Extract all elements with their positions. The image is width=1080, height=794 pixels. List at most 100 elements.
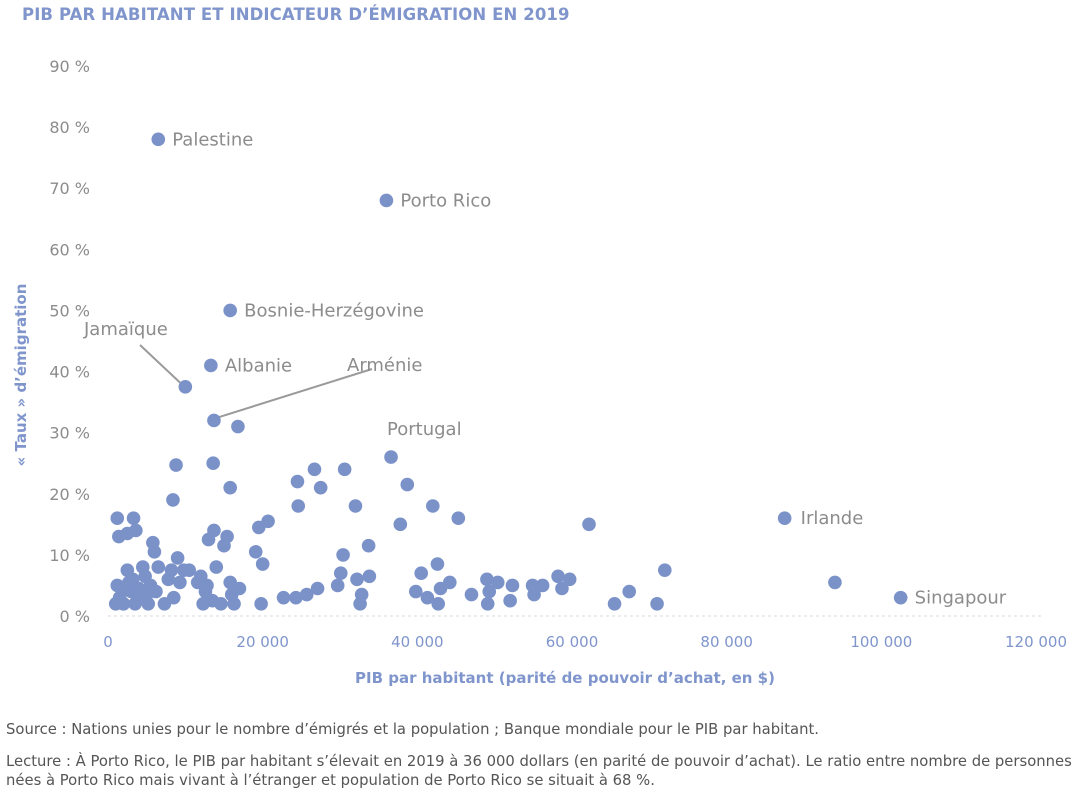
- data-point: [420, 590, 435, 605]
- data-point: [209, 560, 224, 574]
- data-point: [307, 462, 322, 477]
- data-point: [607, 596, 622, 611]
- data-point: [147, 545, 162, 559]
- data-point: [482, 584, 497, 599]
- data-label: Singapour: [915, 588, 1007, 609]
- y-tick-label: 30 %: [49, 424, 90, 443]
- data-point: [490, 575, 505, 590]
- data-point: [227, 596, 241, 611]
- data-point: [408, 584, 423, 599]
- data-point: [505, 578, 520, 593]
- data-point: [182, 563, 196, 577]
- y-tick-label: 10 %: [49, 546, 90, 565]
- data-point: [255, 557, 270, 571]
- data-point-labeled: [151, 132, 166, 147]
- data-point-labeled: [207, 413, 221, 428]
- data-point: [361, 538, 376, 553]
- data-label: Arménie: [347, 355, 423, 376]
- data-label: Albanie: [225, 355, 292, 376]
- data-point: [354, 587, 369, 602]
- data-point: [426, 499, 440, 513]
- data-point: [291, 499, 306, 513]
- data-point: [333, 566, 348, 581]
- data-point: [503, 593, 517, 608]
- data-point: [126, 511, 141, 526]
- y-tick-label: 20 %: [49, 485, 90, 504]
- data-point: [116, 596, 131, 611]
- y-axis-label: « Taux » d’émigration: [12, 284, 30, 467]
- data-point: [464, 587, 479, 602]
- data-point: [130, 587, 145, 602]
- data-point-labeled: [777, 511, 792, 526]
- y-tick-label: 90 %: [49, 57, 90, 76]
- data-point: [527, 587, 541, 602]
- scatter-plot: 0 % 10 % 20 % 30 % 40 % 50 % 60 % 70 % 80 % 90 % 0…: [12, 57, 1067, 687]
- data-point: [169, 458, 183, 472]
- data-point-labeled: [204, 358, 218, 373]
- data-point: [141, 596, 156, 611]
- data-point: [149, 584, 163, 599]
- y-tick-label: 80 %: [49, 118, 90, 137]
- data-point: [276, 590, 291, 605]
- y-tick-label: 50 %: [49, 301, 90, 320]
- data-label: Portugal: [387, 419, 462, 440]
- data-point: [650, 596, 664, 611]
- chart-title: PIB PAR HABITANT ET INDICATEUR D’ÉMIGRAT…: [22, 5, 570, 24]
- leader-line: [139, 344, 183, 385]
- data-point: [480, 572, 494, 587]
- data-point: [350, 572, 364, 587]
- data-point: [562, 572, 577, 587]
- data-point: [220, 529, 234, 544]
- data-label: Irlande: [801, 508, 864, 529]
- data-point: [232, 581, 247, 596]
- data-point: [310, 581, 325, 596]
- x-tick-label: 100 000: [850, 633, 912, 651]
- data-point: [362, 569, 377, 584]
- data-point: [261, 514, 275, 529]
- data-point: [118, 581, 132, 596]
- data-point: [330, 578, 345, 593]
- data-point: [551, 569, 565, 584]
- y-tick-label: 0 %: [60, 607, 90, 626]
- data-point: [535, 578, 550, 593]
- data-label: Jamaïque: [83, 319, 168, 340]
- data-point: [431, 596, 446, 611]
- data-point: [290, 474, 305, 489]
- source-note: Source : Nations unies pour le nombre d’…: [6, 721, 819, 738]
- data-point-labeled: [223, 303, 237, 318]
- data-point: [248, 545, 263, 559]
- data-point: [289, 590, 303, 605]
- data-point: [337, 462, 352, 477]
- data-point: [129, 523, 143, 538]
- data-point: [299, 587, 314, 602]
- data-point-labeled: [178, 380, 193, 394]
- y-tick-label: 40 %: [49, 363, 90, 382]
- data-point: [555, 581, 569, 596]
- data-label: Porto Rico: [400, 190, 491, 211]
- data-point: [480, 596, 495, 611]
- data-point: [164, 563, 179, 577]
- y-tick-label: 60 %: [49, 240, 90, 259]
- data-point: [348, 499, 363, 513]
- data-point: [430, 557, 445, 571]
- data-point: [443, 575, 457, 590]
- leader-line: [217, 368, 373, 419]
- data-label: Palestine: [172, 129, 253, 150]
- x-tick-label: 80 000: [700, 633, 753, 651]
- data-point: [223, 480, 237, 495]
- data-point-labeled: [379, 193, 394, 208]
- x-tick-label: 40 000: [391, 633, 444, 651]
- data-point: [207, 523, 221, 538]
- reading-note: Lecture : À Porto Rico, le PIB par habit…: [6, 753, 1072, 789]
- data-point: [336, 548, 350, 562]
- data-point: [414, 566, 429, 581]
- data-point: [254, 596, 268, 611]
- data-point: [170, 551, 185, 565]
- data-point: [582, 517, 596, 532]
- data-point-labeled: [893, 590, 908, 605]
- data-label: Bosnie-Herzégovine: [244, 300, 424, 321]
- data-point: [658, 563, 672, 577]
- data-point: [110, 511, 125, 526]
- data-point: [313, 480, 328, 495]
- data-point: [231, 419, 245, 434]
